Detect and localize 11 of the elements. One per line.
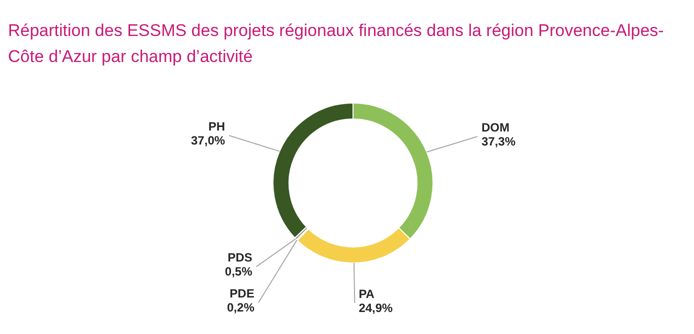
data-label: 37,0%	[191, 133, 226, 148]
slice-label: PH	[208, 119, 226, 134]
slice-label: DOM	[481, 120, 510, 135]
slice-label: PDS	[228, 250, 252, 265]
slice-label: PDE	[230, 286, 254, 301]
slice-label: PA	[358, 286, 375, 301]
data-label: 0,5%	[224, 264, 253, 279]
data-label: 37,3%	[481, 134, 516, 149]
data-label: 0,2%	[227, 300, 255, 315]
data-label: 24,9%	[358, 300, 394, 315]
chart-title: Répartition des ESSMS des projets régionaux financés dans la région Provence-Alpes-Côte d’Azur par champ d’activité	[8, 21, 664, 66]
